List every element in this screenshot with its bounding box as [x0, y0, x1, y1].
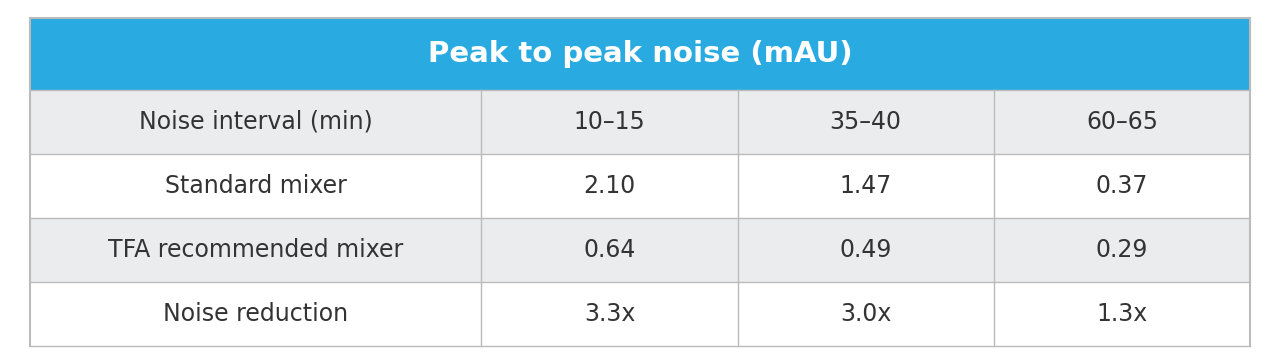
Text: Peak to peak noise (mAU): Peak to peak noise (mAU) [428, 40, 852, 68]
Bar [29, 18, 1251, 90]
Text: 0.37: 0.37 [1096, 174, 1148, 198]
Text: 1.47: 1.47 [840, 174, 892, 198]
Text: 0.49: 0.49 [840, 238, 892, 262]
Text: 0.64: 0.64 [584, 238, 636, 262]
Bar [481, 154, 737, 218]
Bar [993, 282, 1251, 346]
Text: 3.3x: 3.3x [584, 302, 635, 326]
Bar [737, 154, 993, 218]
Text: 2.10: 2.10 [584, 174, 636, 198]
Bar [993, 218, 1251, 282]
Text: 1.3x: 1.3x [1096, 302, 1148, 326]
Text: 60–65: 60–65 [1085, 110, 1158, 134]
Bar [737, 218, 993, 282]
Bar [737, 282, 993, 346]
Bar [29, 282, 481, 346]
Bar [29, 154, 481, 218]
Text: 3.0x: 3.0x [840, 302, 891, 326]
Bar [481, 90, 737, 154]
Bar [29, 218, 481, 282]
Bar [29, 90, 481, 154]
Text: Standard mixer: Standard mixer [165, 174, 347, 198]
Text: 35–40: 35–40 [829, 110, 901, 134]
Bar [993, 90, 1251, 154]
Bar [993, 154, 1251, 218]
Bar [481, 282, 737, 346]
Bar [737, 90, 993, 154]
Bar [481, 218, 737, 282]
Text: Noise reduction: Noise reduction [163, 302, 348, 326]
Text: 0.29: 0.29 [1096, 238, 1148, 262]
Text: Noise interval (min): Noise interval (min) [138, 110, 372, 134]
Text: 10–15: 10–15 [573, 110, 645, 134]
Text: TFA recommended mixer: TFA recommended mixer [108, 238, 403, 262]
